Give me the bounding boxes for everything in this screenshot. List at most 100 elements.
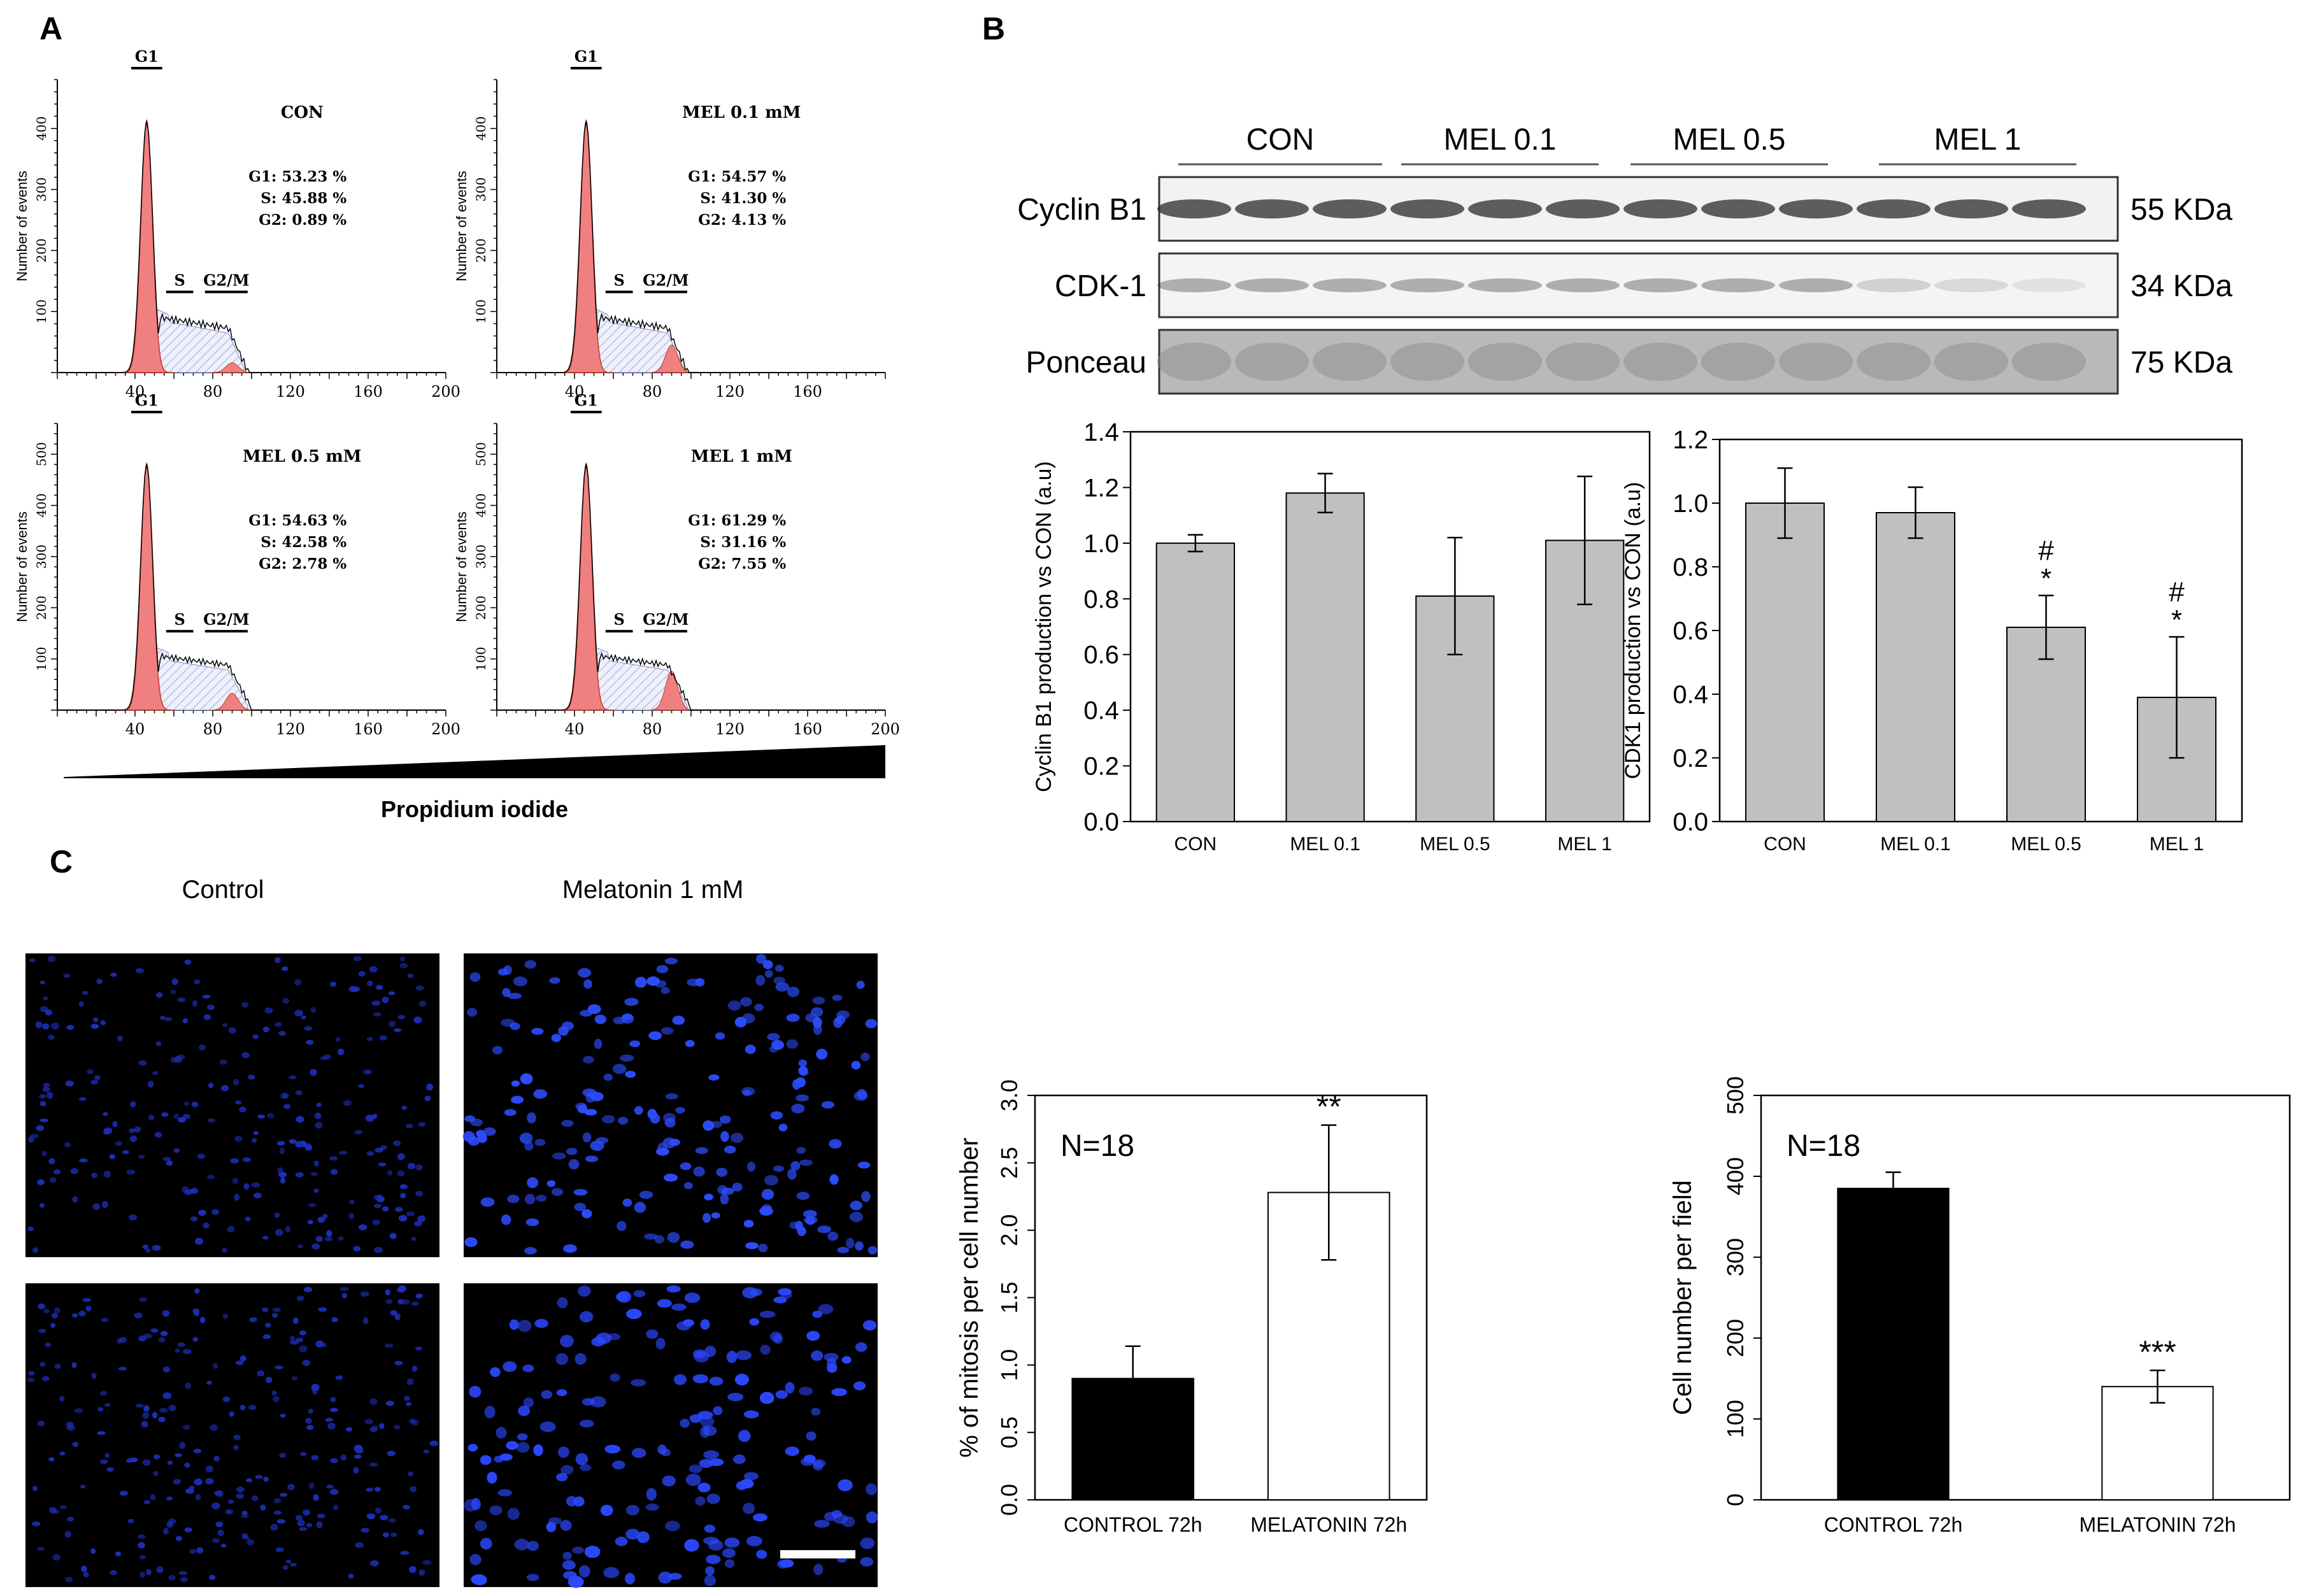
- nucleus-dot: [656, 965, 669, 974]
- nucleus-dot: [866, 1511, 878, 1523]
- nucleus-dot: [415, 1293, 424, 1299]
- y-tick-label: 500: [1722, 1076, 1748, 1115]
- nucleus-dot: [813, 1460, 824, 1471]
- nucleus-dot: [153, 1454, 161, 1460]
- nucleus-dot: [402, 1299, 410, 1305]
- nucleus-dot: [756, 1550, 767, 1559]
- y-tick-label: 400: [473, 493, 489, 517]
- nucleus-dot: [306, 1425, 314, 1430]
- nucleus-dot: [304, 1286, 313, 1293]
- nucleus-dot: [297, 1520, 305, 1527]
- nucleus-dot: [831, 1388, 848, 1397]
- nucleus-dot: [184, 1188, 193, 1195]
- nucleus-dot: [560, 1334, 574, 1348]
- nucleus-dot: [264, 1007, 273, 1014]
- plot-frame: [1129, 431, 1651, 823]
- nucleus-dot: [526, 1574, 539, 1581]
- nucleus-dot: [470, 1118, 483, 1127]
- nucleus-dot: [836, 1015, 846, 1025]
- nucleus-dot: [241, 1533, 248, 1538]
- nucleus-dot: [566, 1148, 578, 1155]
- nucleus-dot: [622, 1199, 632, 1207]
- phase-stat: S: 31.16 %: [700, 534, 786, 551]
- nucleus-dot: [240, 1514, 249, 1518]
- nucleus-dot: [566, 1495, 578, 1507]
- nucleus-dot: [582, 1132, 592, 1143]
- nucleus-dot: [115, 1141, 123, 1146]
- nucleus-dot: [37, 1420, 45, 1427]
- nucleus-dot: [708, 1458, 724, 1467]
- blot-band: [1157, 343, 1231, 381]
- nucleus-dot: [551, 1034, 562, 1043]
- nucleus-dot: [85, 1306, 92, 1312]
- nucleus-dot: [207, 1118, 215, 1123]
- nucleus-dot: [119, 1490, 128, 1496]
- nucleus-dot: [280, 1492, 288, 1497]
- nucleus-dot: [239, 1355, 246, 1362]
- nucleus-dot: [827, 1231, 839, 1241]
- propidium-iodide-wedge: [64, 745, 885, 778]
- nucleus-dot: [786, 1039, 799, 1049]
- x-tick-label: 160: [793, 720, 822, 738]
- nucleus-dot: [615, 1536, 628, 1546]
- nucleus-dot: [360, 1528, 370, 1533]
- nucleus-dot: [150, 1328, 159, 1333]
- nucleus-dot: [610, 1373, 620, 1382]
- nucleus-dot: [194, 1478, 203, 1486]
- nucleus-dot: [655, 1337, 666, 1350]
- nucleus-dot: [591, 1337, 606, 1347]
- x-tick-label: 160: [793, 383, 822, 401]
- nucleus-dot: [382, 1532, 390, 1538]
- nucleus-dot: [671, 1303, 687, 1311]
- nucleus-dot: [634, 1106, 643, 1115]
- nucleus-dot: [666, 1285, 681, 1293]
- nucleus-dot: [497, 1489, 512, 1497]
- nucleus-dot: [857, 1088, 867, 1100]
- nucleus-dot: [177, 1117, 186, 1123]
- x-tick-label: 40: [565, 383, 585, 401]
- y-tick-label: 400: [473, 117, 489, 141]
- nucleus-dot: [301, 1015, 306, 1020]
- nucleus-dot: [735, 1350, 752, 1360]
- nucleus-dot: [360, 1291, 369, 1297]
- nucleus-dot: [524, 960, 536, 969]
- category-label: CON: [1174, 834, 1217, 855]
- nucleus-dot: [524, 1193, 536, 1205]
- nucleus-dot: [168, 1404, 176, 1411]
- nucleus-dot: [330, 1488, 339, 1495]
- blot-band: [1701, 278, 1775, 292]
- nucleus-dot: [775, 982, 790, 992]
- nucleus-dot: [252, 1034, 259, 1039]
- nucleus-dot: [657, 1299, 672, 1308]
- nucleus-dot: [527, 1177, 539, 1188]
- nucleus-dot: [198, 1209, 206, 1216]
- blot-band: [1468, 343, 1542, 381]
- nucleus-dot: [212, 1362, 218, 1369]
- plot-frame: [1760, 1094, 2291, 1501]
- nucleus-dot: [156, 992, 163, 998]
- significance-mark: ***: [2139, 1334, 2176, 1370]
- nucleus-dot: [117, 1035, 123, 1042]
- nucleus-dot: [812, 996, 825, 1005]
- nucleus-dot: [702, 1213, 711, 1223]
- nucleus-dot: [520, 1073, 533, 1085]
- nucleus-dot: [154, 1132, 162, 1138]
- y-axis-label: CDK1 production vs CON (a.u): [1621, 482, 1645, 780]
- x-tick-label: 120: [715, 720, 745, 738]
- nucleus-dot: [104, 1453, 110, 1458]
- nucleus-dot: [644, 1233, 657, 1240]
- nucleus-dot: [855, 1241, 864, 1251]
- nucleus-dot: [411, 1236, 417, 1241]
- nucleus-dot: [517, 1433, 528, 1441]
- nucleus-dot: [708, 1540, 724, 1551]
- nucleus-dot: [675, 1107, 685, 1114]
- nucleus-dot: [66, 1025, 75, 1030]
- nucleus-dot: [624, 997, 639, 1006]
- y-axis-label: Cyclin B1 production vs CON (a.u): [1032, 461, 1056, 792]
- nucleus-dot: [142, 1244, 148, 1250]
- nucleus-dot: [136, 1404, 144, 1408]
- nucleus-dot: [400, 1551, 410, 1555]
- y-axis-title: Number of events: [14, 511, 30, 622]
- nucleus-dot: [724, 1559, 735, 1568]
- nucleus-dot: [760, 1344, 771, 1355]
